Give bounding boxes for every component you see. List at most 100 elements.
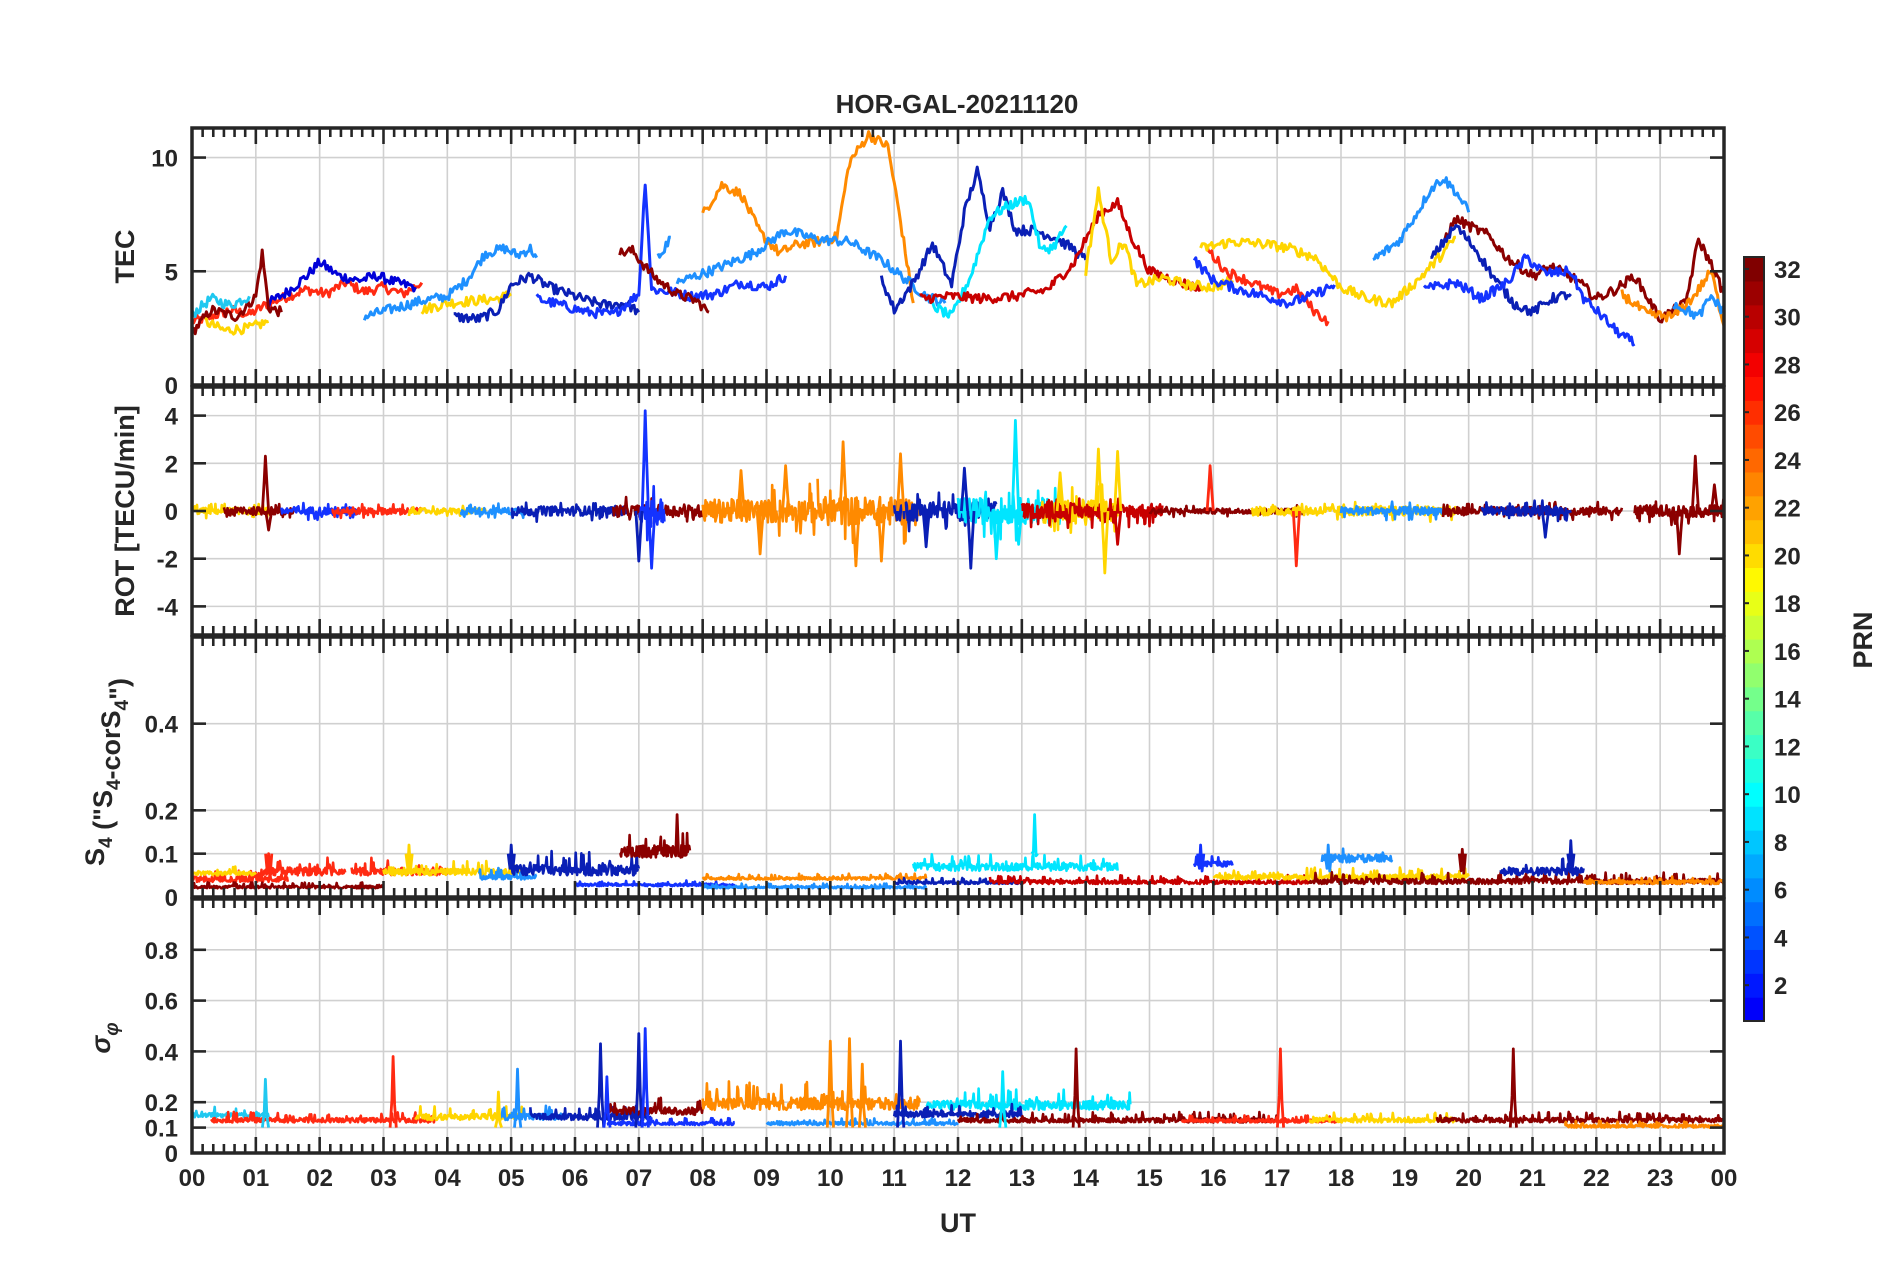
tec-series-15 xyxy=(931,194,1068,319)
y-tick-label: 0 xyxy=(165,885,178,912)
colorbar-cell xyxy=(1744,257,1764,282)
segment-15 xyxy=(1020,497,1164,530)
colorbar-tick-label: 2 xyxy=(1774,973,1787,1000)
tec-series-19 xyxy=(1192,256,1336,309)
colorbar-cell xyxy=(1744,352,1764,377)
segment-6 xyxy=(459,502,526,520)
tec-series-3 xyxy=(192,248,283,336)
tec-series-14 xyxy=(879,165,1088,315)
colorbar-cell xyxy=(1744,853,1764,879)
spike-27 xyxy=(1674,510,1684,556)
tec-series-24 xyxy=(1422,253,1636,347)
y-tick-label: 0.6 xyxy=(145,989,178,1016)
spike-20 xyxy=(1094,447,1103,512)
y-tick-label: 0.2 xyxy=(145,798,178,825)
segment-20 xyxy=(1480,499,1572,523)
spike-17 xyxy=(1011,419,1020,512)
tec-series-18 xyxy=(1205,245,1330,327)
segment-2 xyxy=(192,865,257,877)
spike-25 xyxy=(1291,510,1301,568)
colorbar-cell xyxy=(1744,877,1764,903)
colorbar-cell xyxy=(1744,471,1764,497)
spike-11 xyxy=(857,1062,867,1128)
segment-3 xyxy=(260,856,347,877)
colorbar-tick-label: 6 xyxy=(1774,878,1787,905)
tec-series-9 xyxy=(535,183,788,320)
spike-10 xyxy=(851,510,861,568)
panel-2: -4 -2 0 2 4 ROT [TECU/min] xyxy=(110,385,1726,637)
colorbar-cell xyxy=(1744,543,1764,568)
spike-15 xyxy=(1276,1047,1285,1128)
segment-18 xyxy=(1320,847,1394,864)
spike-28 xyxy=(1690,454,1700,512)
segment-7 xyxy=(478,866,538,881)
spike-12 xyxy=(896,1039,906,1128)
x-axis-label: UT xyxy=(940,1208,976,1238)
spike-8 xyxy=(1457,847,1467,875)
spike-11 xyxy=(877,510,886,563)
tec-series-16 xyxy=(919,197,1202,305)
colorbar-cell xyxy=(1744,280,1764,306)
spike-1 xyxy=(261,454,270,512)
segment-1 xyxy=(192,868,290,884)
colorbar-cell xyxy=(1744,495,1764,521)
spike-2 xyxy=(404,843,414,873)
colorbar-tick-label: 32 xyxy=(1774,257,1801,284)
spike-9 xyxy=(825,1039,835,1128)
y-axis-label: S4 ("S4-corS4") xyxy=(80,678,134,866)
spike-1 xyxy=(261,1077,270,1128)
colorbar-tick-label: 20 xyxy=(1774,543,1801,570)
tec-series-11 xyxy=(656,235,671,259)
colorbar-cell xyxy=(1744,662,1764,688)
y-tick-label: 5 xyxy=(165,259,178,286)
ticks xyxy=(190,637,1726,899)
y-tick-label: 10 xyxy=(151,146,178,173)
y-tick-label: 0 xyxy=(165,373,178,400)
segment-8 xyxy=(509,849,641,877)
y-tick-label: 0.4 xyxy=(145,1039,179,1066)
x-tick-label: 06 xyxy=(562,1165,589,1192)
segment-10 xyxy=(701,482,819,537)
x-tick-label: 20 xyxy=(1455,1165,1482,1192)
spike-10 xyxy=(845,1037,855,1128)
ticks xyxy=(190,899,1726,1155)
spike-7 xyxy=(755,510,765,556)
spike-6 xyxy=(602,1075,612,1128)
colorbar-cell xyxy=(1744,806,1764,831)
x-tick-label: 03 xyxy=(370,1165,397,1192)
spike-22 xyxy=(1113,450,1123,512)
x-tick-label: 07 xyxy=(625,1165,652,1192)
spike-5 xyxy=(1030,813,1039,858)
colorbar-cell xyxy=(1744,400,1764,425)
y-tick-label: 0.1 xyxy=(145,1116,178,1143)
spike-16 xyxy=(1508,1047,1518,1128)
x-tick-label: 00 xyxy=(1711,1165,1738,1192)
colorbar-cell xyxy=(1744,567,1764,592)
segment-2 xyxy=(210,1110,436,1124)
tec-series-21 xyxy=(1372,176,1471,261)
panel-1: 0 5 10 TEC xyxy=(110,126,1726,400)
x-tick-label: 05 xyxy=(498,1165,525,1192)
spike-9 xyxy=(838,440,848,512)
x-tick-label: 11 xyxy=(881,1165,906,1192)
colorbar-tick-label: 16 xyxy=(1774,639,1801,666)
y-tick-label: -4 xyxy=(157,594,179,621)
tec-series-26 xyxy=(1671,294,1724,320)
ticks xyxy=(190,128,1726,387)
spike-15 xyxy=(966,510,976,570)
y-tick-label: 0.8 xyxy=(145,938,178,965)
x-tick-label: 13 xyxy=(1008,1165,1035,1192)
x-tick-label: 15 xyxy=(1136,1165,1163,1192)
x-tick-label: 01 xyxy=(242,1165,269,1192)
colorbar-cell xyxy=(1744,376,1764,401)
tec-series-4 xyxy=(204,317,270,336)
spike-3 xyxy=(494,1090,503,1129)
x-tick-label: 02 xyxy=(306,1165,333,1192)
segment-18 xyxy=(1339,500,1445,522)
x-tick-label: 16 xyxy=(1200,1165,1227,1192)
colorbar-tick-label: 22 xyxy=(1774,496,1801,523)
colorbar-frame xyxy=(1743,256,1765,1022)
